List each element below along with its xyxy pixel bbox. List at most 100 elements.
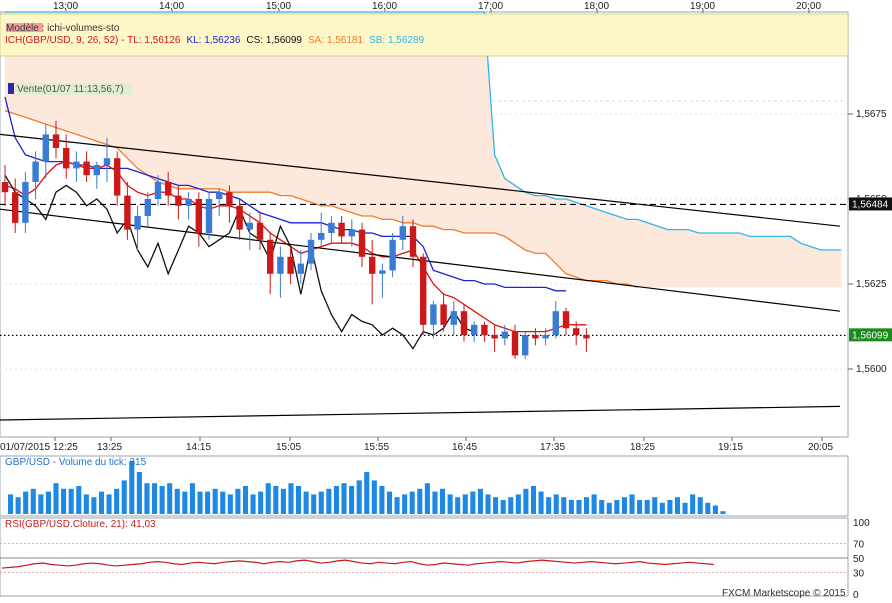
rsi-tick-label: 70: [853, 540, 865, 551]
volume-bar: [591, 494, 597, 514]
candle-body: [552, 311, 559, 335]
top-time-label: 16:00: [372, 1, 397, 12]
ichi-prefix: ICH(GBP/USD, 9, 26, 52) -: [5, 35, 127, 46]
vente-label: Vente(01/07 11:13,56,7): [17, 84, 124, 95]
rsi-panel: [0, 517, 849, 597]
price-tick-label: 1,5675: [856, 109, 887, 120]
bottom-time-label: 16:45: [452, 442, 477, 453]
volume-bar: [462, 494, 468, 514]
volume-bar: [288, 483, 294, 514]
candle-body: [307, 239, 315, 264]
watermark: FXCM Marketscope © 2015: [722, 588, 846, 599]
volume-bar: [424, 483, 430, 514]
candle-body: [562, 311, 570, 329]
volume-bar: [303, 491, 309, 514]
ichimoku-legend: ICH(GBP/USD, 9, 26, 52) - TL: 1,56126 KL:…: [5, 35, 425, 46]
candle-body: [52, 134, 60, 148]
volume-bar: [333, 486, 339, 514]
candle-body: [144, 199, 151, 216]
price-tick-label: 1,5600: [856, 364, 887, 375]
tl-value: TL: 1,56126: [127, 35, 181, 46]
volume-bar: [311, 494, 317, 514]
candle-body: [430, 304, 437, 325]
bottom-time-axis: 01/07/2015 12:25 13:25 14:15 15:05 15:55 16:4…: [0, 437, 833, 453]
volume-bar: [144, 483, 150, 514]
volume-bar: [341, 483, 347, 514]
cs-value: CS: 1,56099: [246, 35, 302, 46]
volume-bar: [561, 497, 567, 514]
volume-bar: [659, 502, 665, 514]
kl-value: KL: 1,56236: [186, 35, 240, 46]
volume-bar: [568, 500, 574, 514]
cloud-fill: [5, 12, 842, 288]
bottom-time-label: 17:35: [540, 442, 565, 453]
candle-body: [114, 158, 121, 196]
volume-bar: [61, 488, 67, 514]
volume-bar: [470, 491, 476, 514]
candle-body: [338, 222, 345, 237]
candle-body: [195, 199, 202, 233]
volume-bar: [584, 497, 590, 514]
candle-body: [573, 328, 580, 335]
volume-bar: [30, 488, 36, 514]
bottom-time-label: 14:15: [186, 442, 211, 453]
candle-body: [73, 161, 80, 169]
candle-body: [12, 192, 19, 223]
candle-body: [32, 161, 39, 182]
volume-bar: [508, 497, 514, 514]
vente-marker: [8, 83, 14, 94]
candle-body: [22, 182, 29, 223]
volume-bar: [682, 502, 688, 514]
volume-bar: [371, 480, 377, 514]
volume-bar: [91, 497, 97, 514]
volume-bar: [326, 488, 332, 514]
volume-bar: [667, 500, 673, 514]
candle-body: [1, 182, 9, 193]
bottom-time-label: 01/07/2015 12:25: [0, 442, 78, 453]
candle-body: [481, 324, 488, 335]
volume-bar: [697, 497, 703, 514]
volume-bar: [432, 491, 438, 514]
volume-bars: [8, 460, 726, 514]
volume-bar: [106, 494, 112, 514]
volume-bar: [98, 491, 105, 514]
volume-bar: [417, 488, 423, 514]
volume-bar: [637, 500, 643, 514]
candles: [1, 120, 590, 359]
volume-bar: [318, 491, 324, 514]
rsi-tick-label: 0: [853, 590, 859, 600]
top-time-label: 14:00: [159, 1, 184, 12]
volume-bar: [386, 491, 393, 514]
tag-resistance-bg: [849, 197, 892, 211]
volume-bar: [68, 488, 74, 514]
candle-body: [246, 222, 253, 230]
volume-bar: [197, 491, 203, 514]
candle-body: [583, 335, 590, 339]
candle-body: [399, 226, 406, 240]
volume-bar: [38, 494, 44, 514]
candle-body: [165, 182, 172, 196]
volume-bar: [273, 486, 279, 514]
bottom-time-label: 19:15: [718, 442, 743, 453]
volume-bar: [485, 494, 491, 514]
volume-bar: [690, 494, 696, 514]
volume-bar: [242, 486, 249, 514]
candle-body: [379, 270, 386, 274]
volume-bar: [546, 497, 552, 514]
model-highlight: [6, 23, 43, 32]
rsi-line: [1, 559, 714, 569]
rsi-label: RSI(GBP/USD.Cloture, 21): 41,03: [5, 519, 156, 530]
candle-body: [124, 195, 131, 230]
candle-body: [216, 192, 223, 199]
volume-bar: [8, 494, 14, 514]
volume-bar: [23, 491, 29, 514]
volume-bar: [182, 491, 188, 514]
volume-bar: [606, 502, 612, 514]
volume-bar: [356, 480, 362, 514]
candle-body: [256, 222, 264, 240]
volume-bar: [121, 480, 127, 514]
top-time-label: 20:00: [796, 1, 821, 12]
volume-bar: [599, 500, 605, 514]
volume-bar: [265, 483, 271, 514]
